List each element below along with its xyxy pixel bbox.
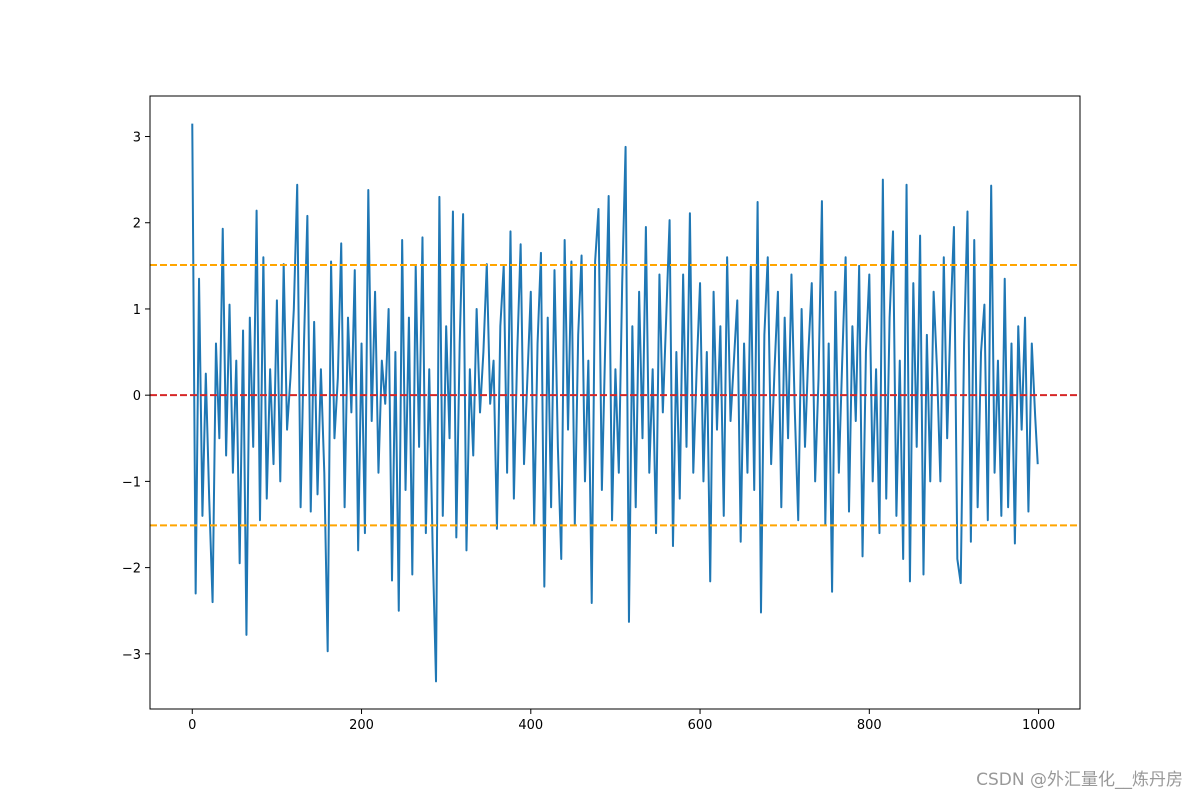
y-tick-label: 0	[133, 389, 141, 404]
plot-frame	[149, 95, 1081, 710]
x-tick-label: 800	[857, 718, 882, 733]
data-line	[191, 123, 1039, 683]
x-tick-label: 200	[349, 718, 374, 733]
watermark: CSDN @外汇量化__炼丹房	[976, 770, 1183, 790]
y-tick-label: 2	[133, 217, 141, 232]
y-tick-label: −3	[122, 648, 141, 663]
x-tick-label: 600	[688, 718, 713, 733]
y-tick-label: 3	[133, 131, 141, 146]
y-tick-label: −1	[122, 475, 141, 490]
x-tick-label: 0	[188, 718, 196, 733]
y-tick-label: −2	[122, 562, 141, 577]
x-tick-label: 400	[518, 718, 543, 733]
x-tick-label: 1000	[1022, 718, 1055, 733]
y-tick-label: 1	[133, 303, 141, 318]
